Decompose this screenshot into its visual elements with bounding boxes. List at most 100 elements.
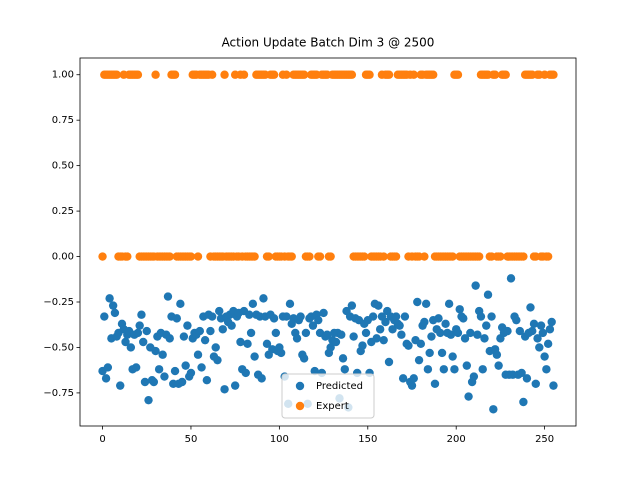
x-tick-label: 0 bbox=[99, 434, 105, 445]
data-point bbox=[331, 337, 341, 347]
data-point bbox=[200, 335, 210, 345]
data-point bbox=[506, 274, 516, 283]
data-point bbox=[473, 330, 482, 339]
data-point bbox=[183, 321, 192, 330]
data-point bbox=[545, 325, 555, 334]
data-point bbox=[496, 252, 505, 261]
data-point bbox=[365, 70, 374, 79]
x-tick-label: 150 bbox=[358, 434, 377, 445]
data-point bbox=[501, 70, 510, 79]
y-tick-label: −0.50 bbox=[43, 342, 74, 353]
data-point bbox=[526, 303, 535, 312]
data-point bbox=[381, 317, 390, 327]
x-tick-label: 200 bbox=[447, 434, 466, 445]
legend-marker bbox=[295, 401, 305, 411]
data-point bbox=[446, 330, 456, 339]
data-point bbox=[314, 315, 323, 325]
chart-title: Action Update Batch Dim 3 @ 2500 bbox=[222, 36, 435, 50]
data-point bbox=[269, 314, 279, 323]
y-tick-label: 0.25 bbox=[52, 206, 74, 217]
data-point bbox=[439, 365, 449, 374]
data-point bbox=[536, 321, 546, 330]
data-point bbox=[437, 348, 447, 358]
data-point bbox=[549, 70, 558, 79]
data-point bbox=[398, 374, 408, 383]
data-point bbox=[482, 321, 491, 330]
data-point bbox=[453, 328, 463, 338]
data-point bbox=[492, 350, 502, 359]
data-point bbox=[195, 326, 205, 336]
data-point bbox=[459, 314, 468, 323]
data-point bbox=[379, 252, 388, 261]
data-point bbox=[215, 306, 224, 316]
data-point bbox=[176, 299, 185, 309]
data-point bbox=[137, 310, 146, 319]
data-point bbox=[368, 312, 378, 321]
data-point bbox=[246, 328, 256, 338]
data-point bbox=[170, 70, 180, 79]
data-point bbox=[444, 299, 454, 309]
data-point bbox=[213, 355, 222, 365]
data-point bbox=[108, 301, 118, 310]
data-point bbox=[165, 334, 174, 343]
data-point bbox=[186, 252, 196, 261]
data-point bbox=[471, 281, 480, 290]
data-point bbox=[165, 252, 174, 261]
x-tick-label: 50 bbox=[185, 434, 198, 445]
data-point bbox=[269, 70, 279, 79]
data-point bbox=[421, 299, 431, 309]
data-point bbox=[420, 317, 429, 327]
data-point bbox=[98, 252, 107, 261]
data-point bbox=[299, 354, 309, 363]
data-point bbox=[296, 312, 305, 321]
data-point bbox=[429, 70, 438, 79]
data-point bbox=[151, 346, 160, 356]
data-point bbox=[531, 379, 540, 389]
data-point bbox=[144, 395, 153, 405]
data-point bbox=[133, 328, 143, 338]
data-point bbox=[519, 252, 528, 261]
legend-marker bbox=[295, 381, 305, 391]
data-point bbox=[388, 325, 397, 334]
data-point bbox=[379, 335, 388, 345]
data-point bbox=[177, 377, 187, 387]
data-point bbox=[250, 252, 259, 261]
data-point bbox=[186, 368, 196, 378]
data-point bbox=[140, 377, 150, 387]
data-point bbox=[319, 308, 328, 318]
data-point bbox=[262, 339, 272, 349]
data-point bbox=[202, 375, 212, 385]
data-point bbox=[243, 339, 252, 349]
data-point bbox=[337, 330, 346, 339]
data-point bbox=[407, 381, 417, 390]
legend-label: Predicted bbox=[316, 381, 363, 392]
data-point bbox=[360, 252, 369, 261]
data-point bbox=[434, 314, 443, 323]
data-point bbox=[276, 348, 286, 358]
data-point bbox=[338, 354, 348, 363]
data-point bbox=[448, 352, 457, 361]
data-point bbox=[149, 377, 159, 387]
data-point bbox=[535, 343, 544, 352]
legend-label: Expert bbox=[316, 401, 349, 412]
data-point bbox=[154, 365, 164, 374]
data-point bbox=[193, 350, 203, 359]
data-point bbox=[349, 332, 358, 341]
data-point bbox=[287, 252, 296, 261]
data-point bbox=[448, 252, 457, 261]
data-point bbox=[239, 70, 249, 79]
data-point bbox=[139, 337, 148, 347]
data-point bbox=[413, 297, 422, 307]
data-point bbox=[227, 321, 236, 330]
data-point bbox=[409, 70, 418, 79]
data-point bbox=[450, 365, 459, 374]
data-point bbox=[430, 379, 440, 389]
data-point bbox=[301, 328, 311, 338]
data-point bbox=[158, 350, 167, 359]
data-point bbox=[400, 312, 410, 321]
data-point bbox=[259, 294, 268, 303]
data-point bbox=[305, 252, 314, 261]
data-point bbox=[533, 334, 542, 343]
data-point bbox=[397, 330, 406, 339]
